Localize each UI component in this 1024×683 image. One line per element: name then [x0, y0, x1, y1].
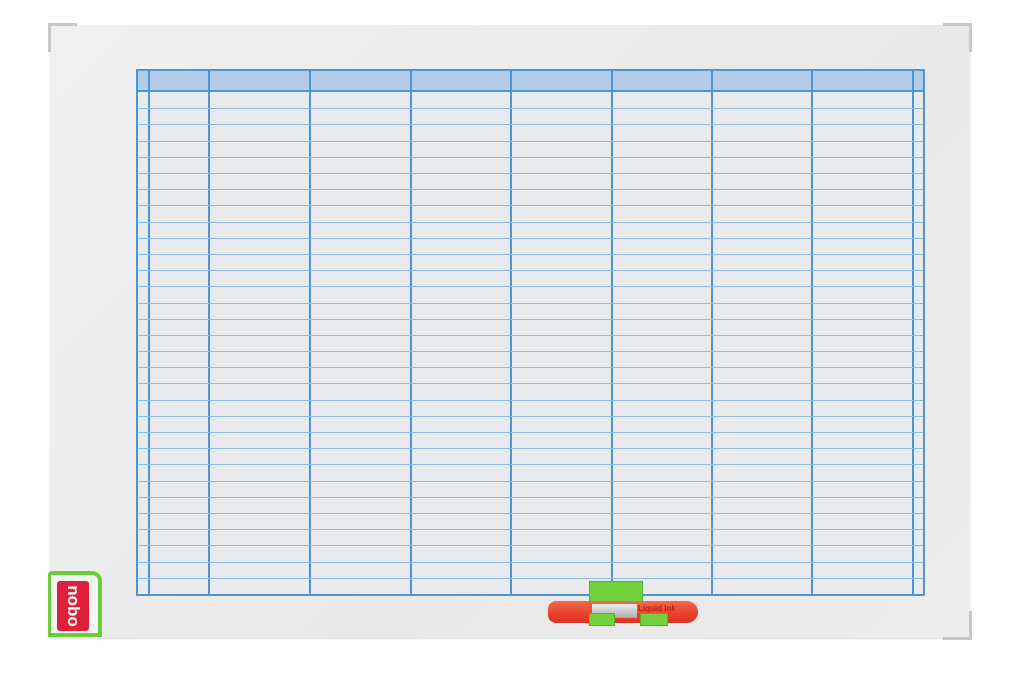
- planner-row-line: [138, 302, 923, 304]
- planner-column-line: [309, 71, 311, 594]
- planner-row-line: [138, 351, 923, 353]
- pen-holder-top: [589, 581, 643, 603]
- planner-row-line: [138, 286, 923, 288]
- planner-row-line: [138, 108, 923, 110]
- nobo-logo-corner: nobo: [48, 571, 102, 637]
- planner-row-line: [138, 221, 923, 223]
- planner-row-line: [138, 415, 923, 417]
- planner-row-line: [138, 253, 923, 255]
- planner-column-line: [711, 71, 713, 594]
- planner-row-line: [138, 205, 923, 207]
- marker-pen[interactable]: Liquid Ink: [548, 601, 698, 623]
- planner-row-line: [138, 464, 923, 466]
- planner-row-line: [138, 237, 923, 239]
- pen-holder-clip-right: [640, 613, 668, 626]
- planner-column-line: [208, 71, 210, 594]
- planner-row-line: [138, 513, 923, 515]
- planner-row-line: [138, 172, 923, 174]
- corner-guard-top-left: [48, 23, 77, 52]
- planner-row-line: [138, 399, 923, 401]
- corner-guard-top-right: [943, 23, 972, 52]
- planner-row-line: [138, 561, 923, 563]
- planner-row-line: [138, 577, 923, 579]
- planner-row-line: [138, 529, 923, 531]
- planner-row-line: [138, 496, 923, 498]
- planner-column-line: [148, 71, 150, 594]
- planner-column-line: [510, 71, 512, 594]
- planner-row-line: [138, 334, 923, 336]
- planner-row-line: [138, 189, 923, 191]
- planner-column-line: [611, 71, 613, 594]
- planner-row-line: [138, 124, 923, 126]
- planner-column-line: [811, 71, 813, 594]
- planner-column-line: [410, 71, 412, 594]
- planner-column-line: [912, 71, 914, 594]
- planner-row-line: [138, 140, 923, 142]
- planner-row-line: [138, 480, 923, 482]
- planner-row-line: [138, 318, 923, 320]
- planner-row-line: [138, 432, 923, 434]
- pen-holder-clip-left: [589, 613, 615, 626]
- brand-logo: nobo: [57, 581, 89, 631]
- corner-guard-bottom-right: [943, 611, 972, 640]
- planner-header-row: [138, 71, 923, 92]
- planner-row-line: [138, 367, 923, 369]
- planner-row-line: [138, 448, 923, 450]
- planner-grid: [136, 69, 925, 596]
- planner-row-line: [138, 383, 923, 385]
- brand-logo-text: nobo: [64, 585, 84, 627]
- planner-row-line: [138, 270, 923, 272]
- planner-row-line: [138, 545, 923, 547]
- whiteboard-planner: [48, 23, 972, 640]
- planner-row-line: [138, 156, 923, 158]
- marker-label: Liquid Ink: [638, 604, 676, 613]
